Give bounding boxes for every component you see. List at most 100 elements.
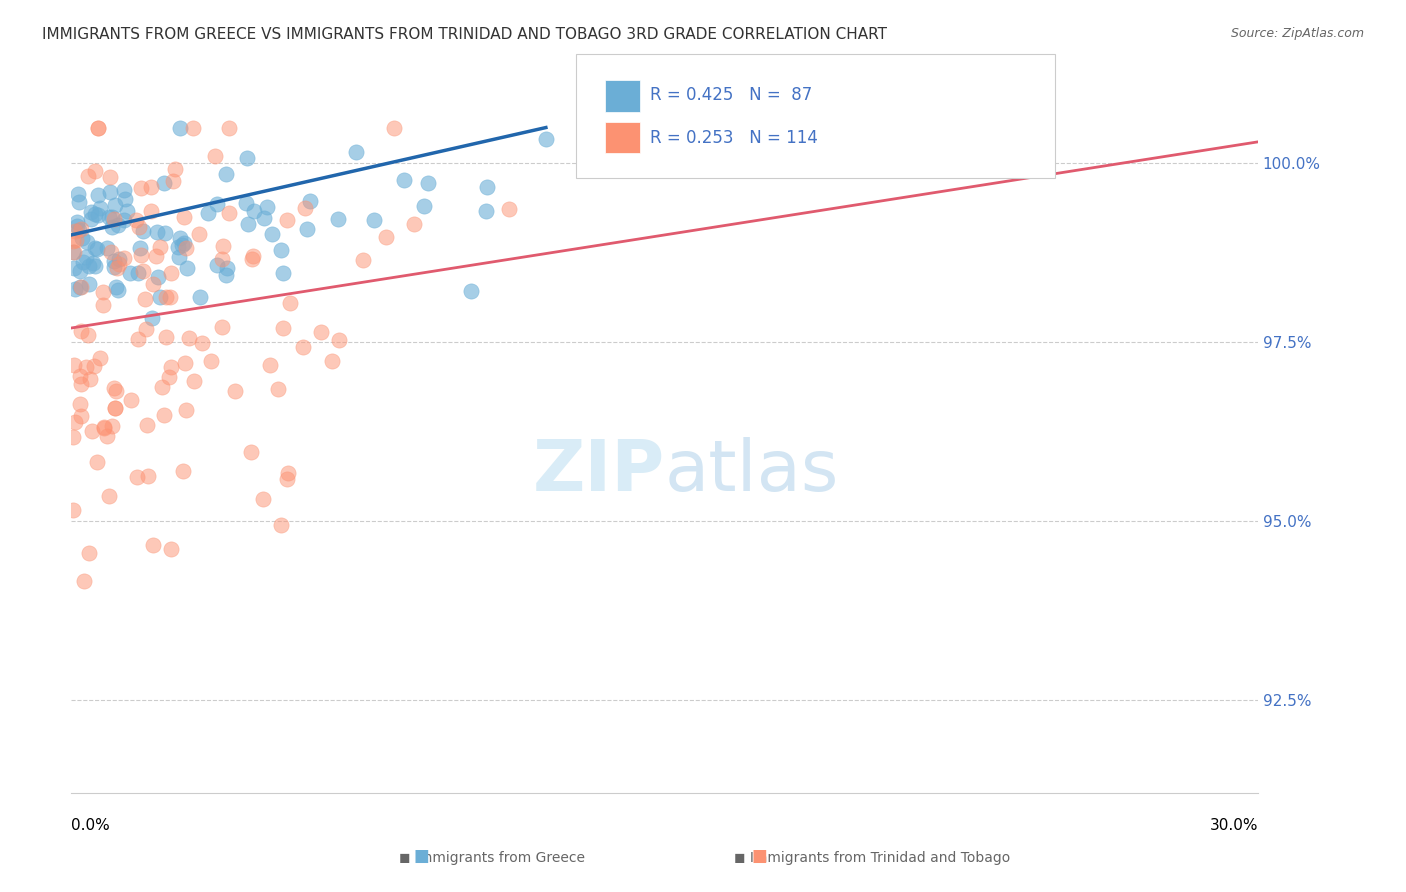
Point [67, 194, 90, 209]
Point [62, 260, 84, 275]
Point [239, 445, 262, 459]
Point [86, 208, 108, 222]
Point [65, 282, 87, 296]
Point [259, 358, 281, 372]
Point [107, 218, 129, 232]
Text: ◼ Immigrants from Greece: ◼ Immigrants from Greece [399, 851, 585, 865]
Point [73, 574, 96, 588]
Point [328, 333, 350, 347]
Point [101, 418, 124, 433]
Point [63, 415, 86, 429]
Point [211, 320, 233, 334]
Text: Source: ZipAtlas.com: Source: ZipAtlas.com [1230, 27, 1364, 40]
Point [69, 263, 91, 277]
Point [77, 260, 100, 274]
Text: IMMIGRANTS FROM GREECE VS IMMIGRANTS FROM TRINIDAD AND TOBAGO 3RD GRADE CORRELAT: IMMIGRANTS FROM GREECE VS IMMIGRANTS FRO… [42, 27, 887, 42]
Point [363, 212, 385, 227]
Text: R = 0.425   N =  87: R = 0.425 N = 87 [650, 87, 811, 104]
Point [104, 280, 127, 294]
Point [97, 489, 120, 503]
Point [207, 258, 229, 272]
Point [104, 198, 127, 212]
Point [66, 219, 89, 233]
Point [70, 231, 93, 245]
Point [148, 289, 170, 303]
Point [155, 290, 177, 304]
Point [70, 409, 93, 423]
Point [91, 298, 114, 312]
Point [146, 225, 169, 239]
Point [67, 223, 90, 237]
Point [159, 290, 181, 304]
Point [242, 249, 264, 263]
Point [112, 251, 135, 265]
Point [169, 231, 191, 245]
Text: ZIP: ZIP [533, 437, 665, 506]
Point [131, 181, 153, 195]
Text: ■: ■ [751, 847, 768, 865]
Point [218, 120, 240, 135]
Point [148, 270, 170, 285]
Point [270, 517, 292, 532]
Point [129, 248, 152, 262]
Point [155, 330, 177, 344]
Point [62, 430, 84, 444]
Point [352, 253, 374, 268]
Point [62, 234, 84, 248]
Point [217, 260, 239, 275]
Point [141, 311, 163, 326]
Point [200, 354, 222, 368]
Point [153, 408, 176, 422]
Point [134, 322, 156, 336]
Point [104, 401, 127, 415]
Text: ■: ■ [413, 847, 430, 865]
Point [84, 164, 107, 178]
Point [460, 284, 482, 298]
Point [173, 355, 195, 369]
Point [145, 249, 167, 263]
Point [162, 174, 184, 188]
Point [260, 227, 283, 242]
Point [321, 354, 343, 368]
Point [103, 381, 125, 395]
Point [77, 327, 100, 342]
Text: ◼ Immigrants from Trinidad and Tobago: ◼ Immigrants from Trinidad and Tobago [734, 851, 1010, 865]
Point [172, 464, 194, 478]
Point [205, 196, 228, 211]
Text: 0.0%: 0.0% [72, 819, 110, 833]
Point [100, 169, 122, 184]
Point [271, 266, 294, 280]
Point [93, 421, 115, 435]
Point [86, 188, 108, 202]
Point [100, 244, 122, 259]
Point [160, 359, 183, 374]
Text: R = 0.253   N = 114: R = 0.253 N = 114 [650, 129, 817, 147]
Point [89, 351, 111, 365]
Point [67, 186, 90, 201]
Point [101, 219, 124, 234]
Point [141, 179, 163, 194]
Point [107, 283, 129, 297]
Point [169, 251, 191, 265]
Point [79, 371, 101, 385]
Point [69, 221, 91, 235]
Point [413, 199, 436, 213]
Point [84, 207, 107, 221]
Point [75, 360, 97, 375]
Point [211, 252, 233, 266]
Point [418, 176, 440, 190]
Point [271, 321, 294, 335]
Point [240, 252, 263, 267]
Point [96, 428, 118, 442]
Point [87, 120, 110, 135]
Point [404, 217, 426, 231]
Point [139, 203, 162, 218]
Point [188, 290, 211, 304]
Point [89, 201, 111, 215]
Point [298, 194, 321, 208]
Point [104, 401, 127, 415]
Point [129, 241, 152, 255]
Point [142, 277, 165, 291]
Point [86, 242, 108, 256]
Point [238, 217, 260, 231]
